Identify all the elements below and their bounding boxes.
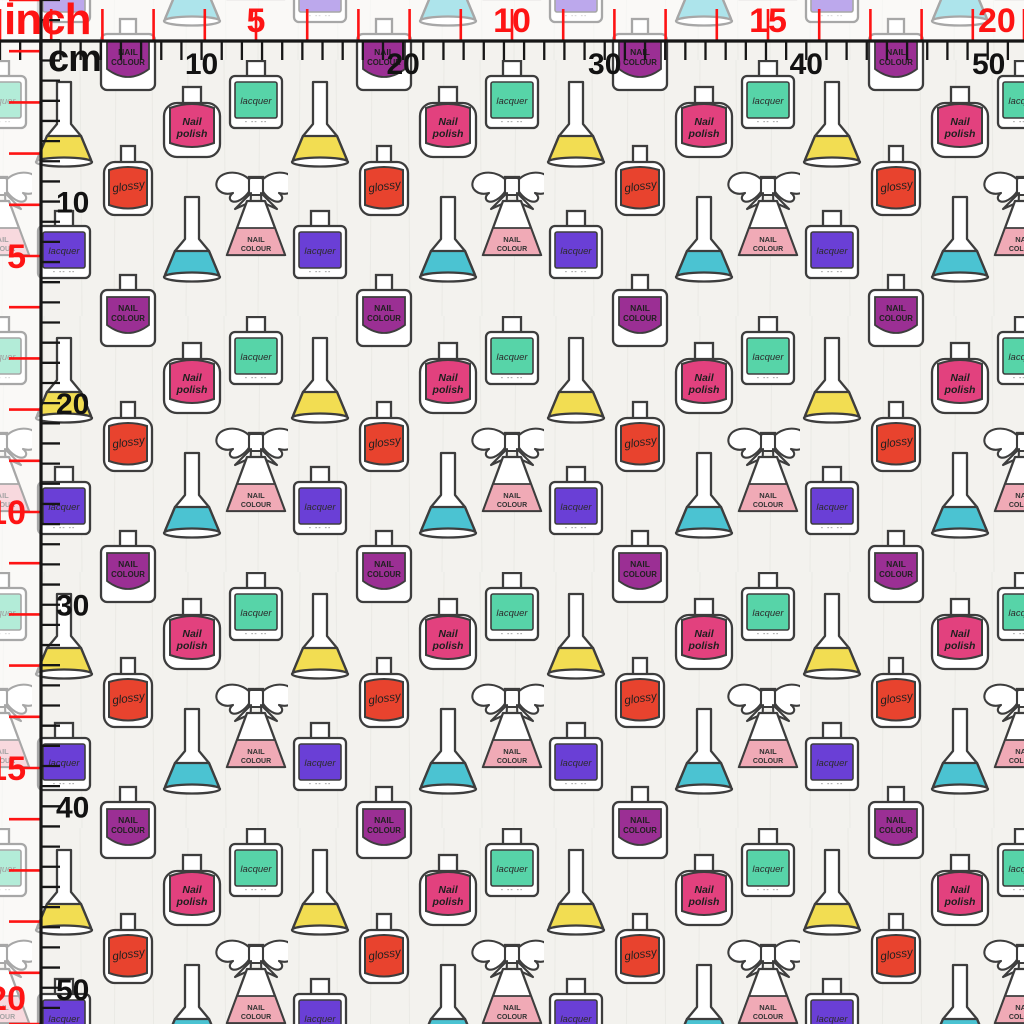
svg-text:20: 20 (0, 980, 26, 1018)
svg-text:15: 15 (749, 2, 787, 40)
svg-text:20: 20 (978, 2, 1016, 40)
svg-text:10: 10 (493, 2, 531, 40)
svg-text:50: 50 (972, 48, 1005, 81)
svg-text:40: 40 (790, 48, 823, 81)
svg-text:10: 10 (56, 187, 89, 220)
svg-text:20: 20 (386, 48, 419, 81)
svg-text:10: 10 (185, 48, 218, 81)
svg-text:20: 20 (56, 388, 89, 421)
svg-text:30: 30 (588, 48, 621, 81)
svg-text:5: 5 (7, 238, 26, 276)
svg-text:40: 40 (56, 791, 89, 824)
svg-text:50: 50 (56, 974, 89, 1007)
svg-text:30: 30 (56, 590, 89, 623)
svg-text:5: 5 (247, 2, 266, 40)
svg-text:cm: cm (48, 38, 101, 80)
svg-text:10: 10 (0, 494, 26, 532)
svg-text:15: 15 (0, 750, 26, 788)
